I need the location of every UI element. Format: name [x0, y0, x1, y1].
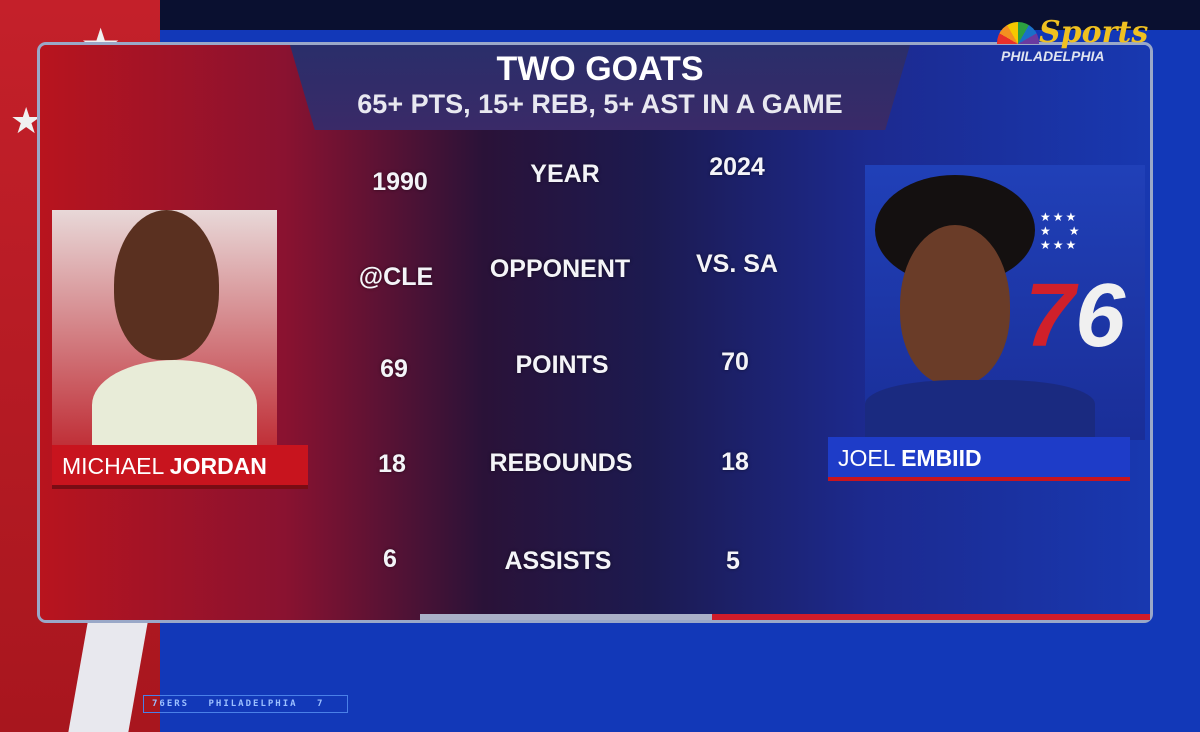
nbc-peacock-icon: [997, 22, 1039, 44]
stat-right-points: 70: [721, 348, 749, 376]
stat-right-assists: 5: [726, 547, 740, 575]
star-icon: ★: [10, 100, 43, 141]
stat-right-year: 2024: [709, 153, 765, 181]
header-banner: TWO GOATS 65+ PTS, 15+ REB, 5+ AST IN A …: [290, 45, 910, 130]
graphic-title: TWO GOATS: [496, 50, 704, 88]
right-player-nameplate: JOEL EMBIID: [828, 437, 1130, 477]
stat-label-year: YEAR: [530, 160, 600, 188]
76ers-stars-icon: ★★★ ★ ★ ★★★: [1040, 210, 1082, 252]
michael-jordan-photo: [52, 210, 277, 450]
logo-region-text: PHILADELPHIA: [1001, 48, 1105, 64]
logo-brand-text: Sports: [1039, 15, 1149, 50]
graphic-bottom-accent: [420, 614, 1150, 620]
left-player-last-name: JORDAN: [169, 453, 267, 479]
stat-left-year: 1990: [372, 168, 428, 196]
stat-left-rebounds: 18: [378, 450, 406, 478]
graphic-subtitle: 65+ PTS, 15+ REB, 5+ AST IN A GAME: [357, 89, 843, 119]
nbc-sports-philadelphia-logo: Sports PHILADELPHIA: [995, 15, 1149, 64]
stat-right-opponent: VS. SA: [696, 250, 778, 278]
stat-label-opponent: OPPONENT: [489, 255, 631, 283]
left-player-nameplate: MICHAEL JORDAN: [52, 445, 308, 485]
screen-bezel: [0, 0, 1200, 30]
stat-left-points: 69: [380, 355, 408, 383]
stat-label-assists: ASSISTS: [504, 547, 612, 575]
stat-label-rebounds: REBOUNDS: [489, 449, 633, 477]
stat-left-opponent: @CLE: [358, 263, 434, 291]
stat-left-assists: 6: [383, 545, 397, 573]
stat-label-points: POINTS: [515, 351, 609, 379]
philadelphia-76ers-logo-icon: 76: [1025, 266, 1126, 366]
right-player-last-name: EMBIID: [901, 445, 982, 471]
left-player-first-name: MICHAEL: [62, 453, 164, 479]
bottom-ticker: 76ERS PHILADELPHIA 7: [143, 695, 348, 713]
comparison-graphic: TWO GOATS 65+ PTS, 15+ REB, 5+ AST IN A …: [40, 45, 1150, 620]
right-player-first-name: JOEL: [838, 445, 895, 471]
stat-right-rebounds: 18: [721, 448, 749, 476]
joel-embiid-photo: [865, 165, 1145, 440]
